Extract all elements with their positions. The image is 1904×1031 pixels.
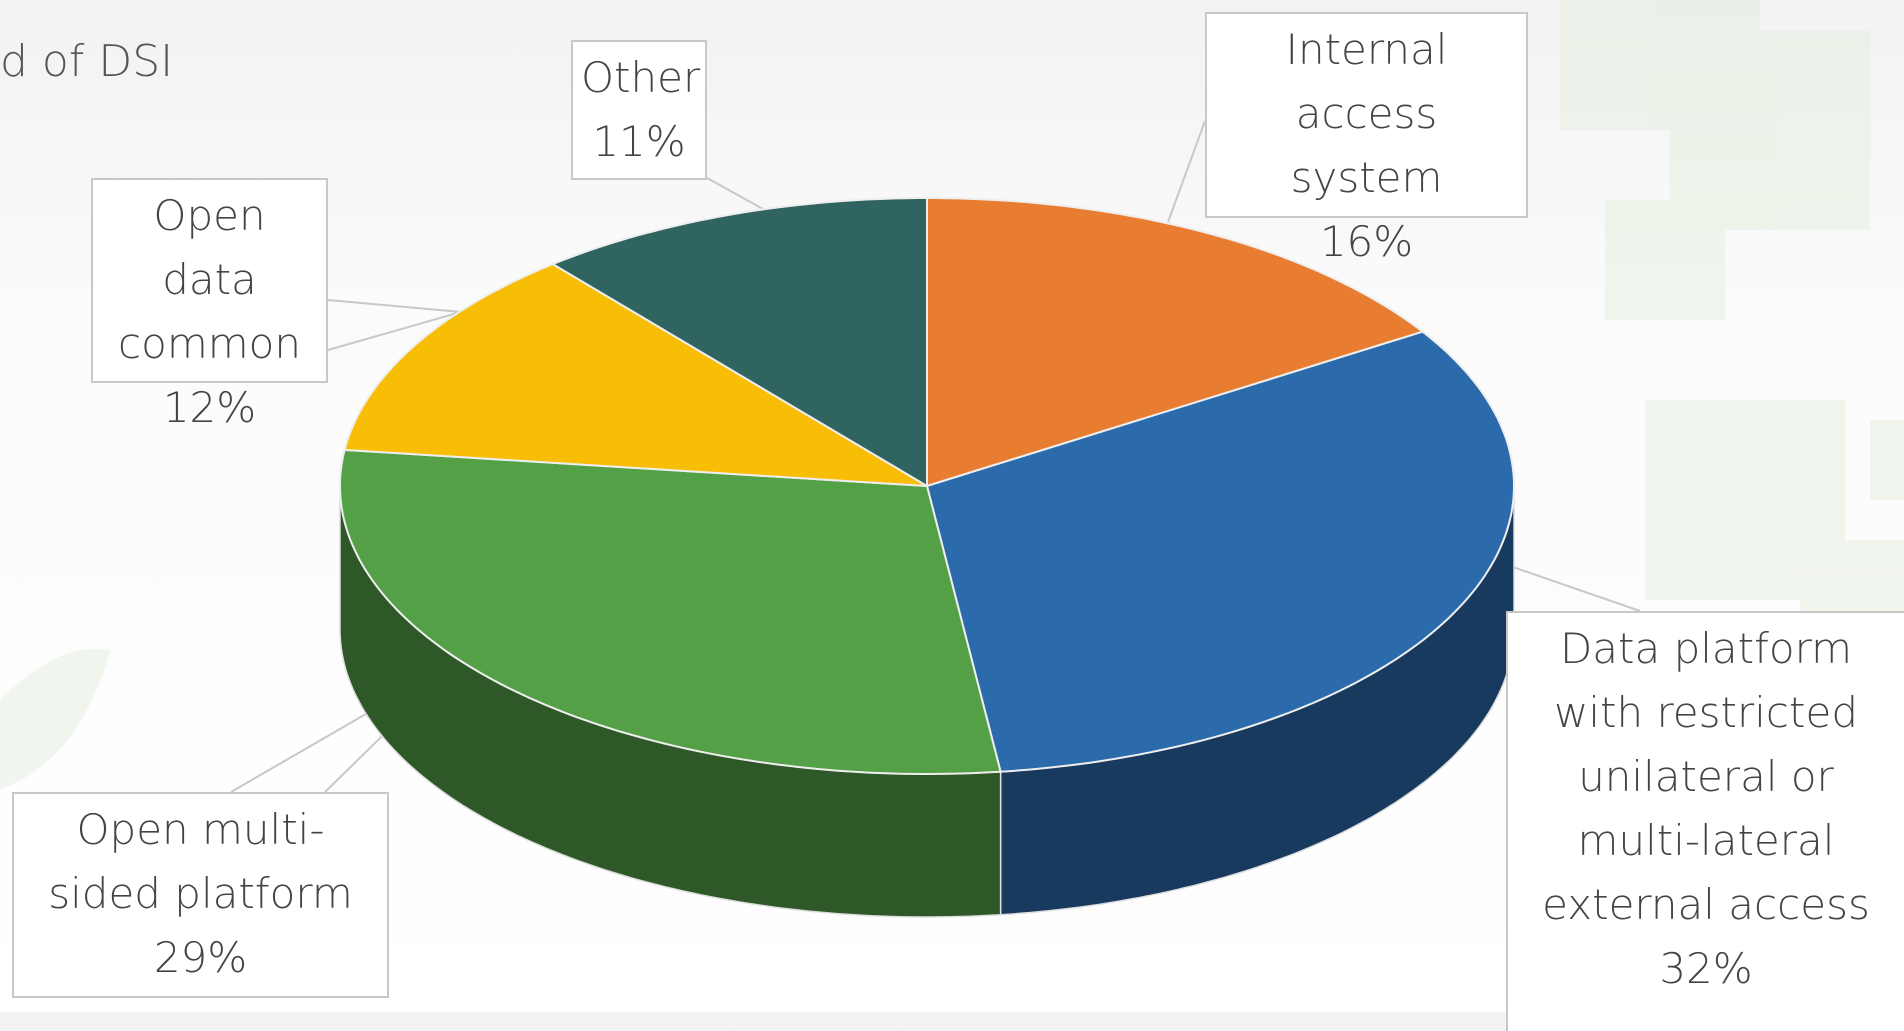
pie-slice (550, 197, 928, 488)
label-value: 29% (153, 933, 248, 982)
data-label: Other 11% (571, 40, 707, 180)
label-category: Open multi-sided platform (48, 805, 353, 918)
data-label: Open multi-sided platform 29% (12, 792, 389, 998)
pie-slice (338, 448, 1002, 775)
label-category: Other (581, 53, 701, 102)
pie-slice (343, 262, 928, 487)
data-label: Data platform with restricted unilateral… (1506, 611, 1904, 1031)
label-value: 11% (592, 117, 686, 166)
label-category: Internal access system (1285, 25, 1448, 202)
pie-slice (925, 330, 1515, 773)
chart-title: d of DSI (0, 36, 174, 87)
data-label: Open data common 12% (91, 178, 328, 432)
pie (338, 197, 1515, 918)
label-value: 32% (1659, 944, 1753, 993)
pie-slice (926, 197, 1425, 488)
label-category: Data platform with restricted unilateral… (1542, 624, 1870, 929)
label-value: 12% (162, 383, 257, 432)
label-category: Open data common (118, 191, 301, 368)
data-label: Internal access system 16% (1205, 12, 1528, 266)
label-value: 16% (1319, 217, 1414, 266)
